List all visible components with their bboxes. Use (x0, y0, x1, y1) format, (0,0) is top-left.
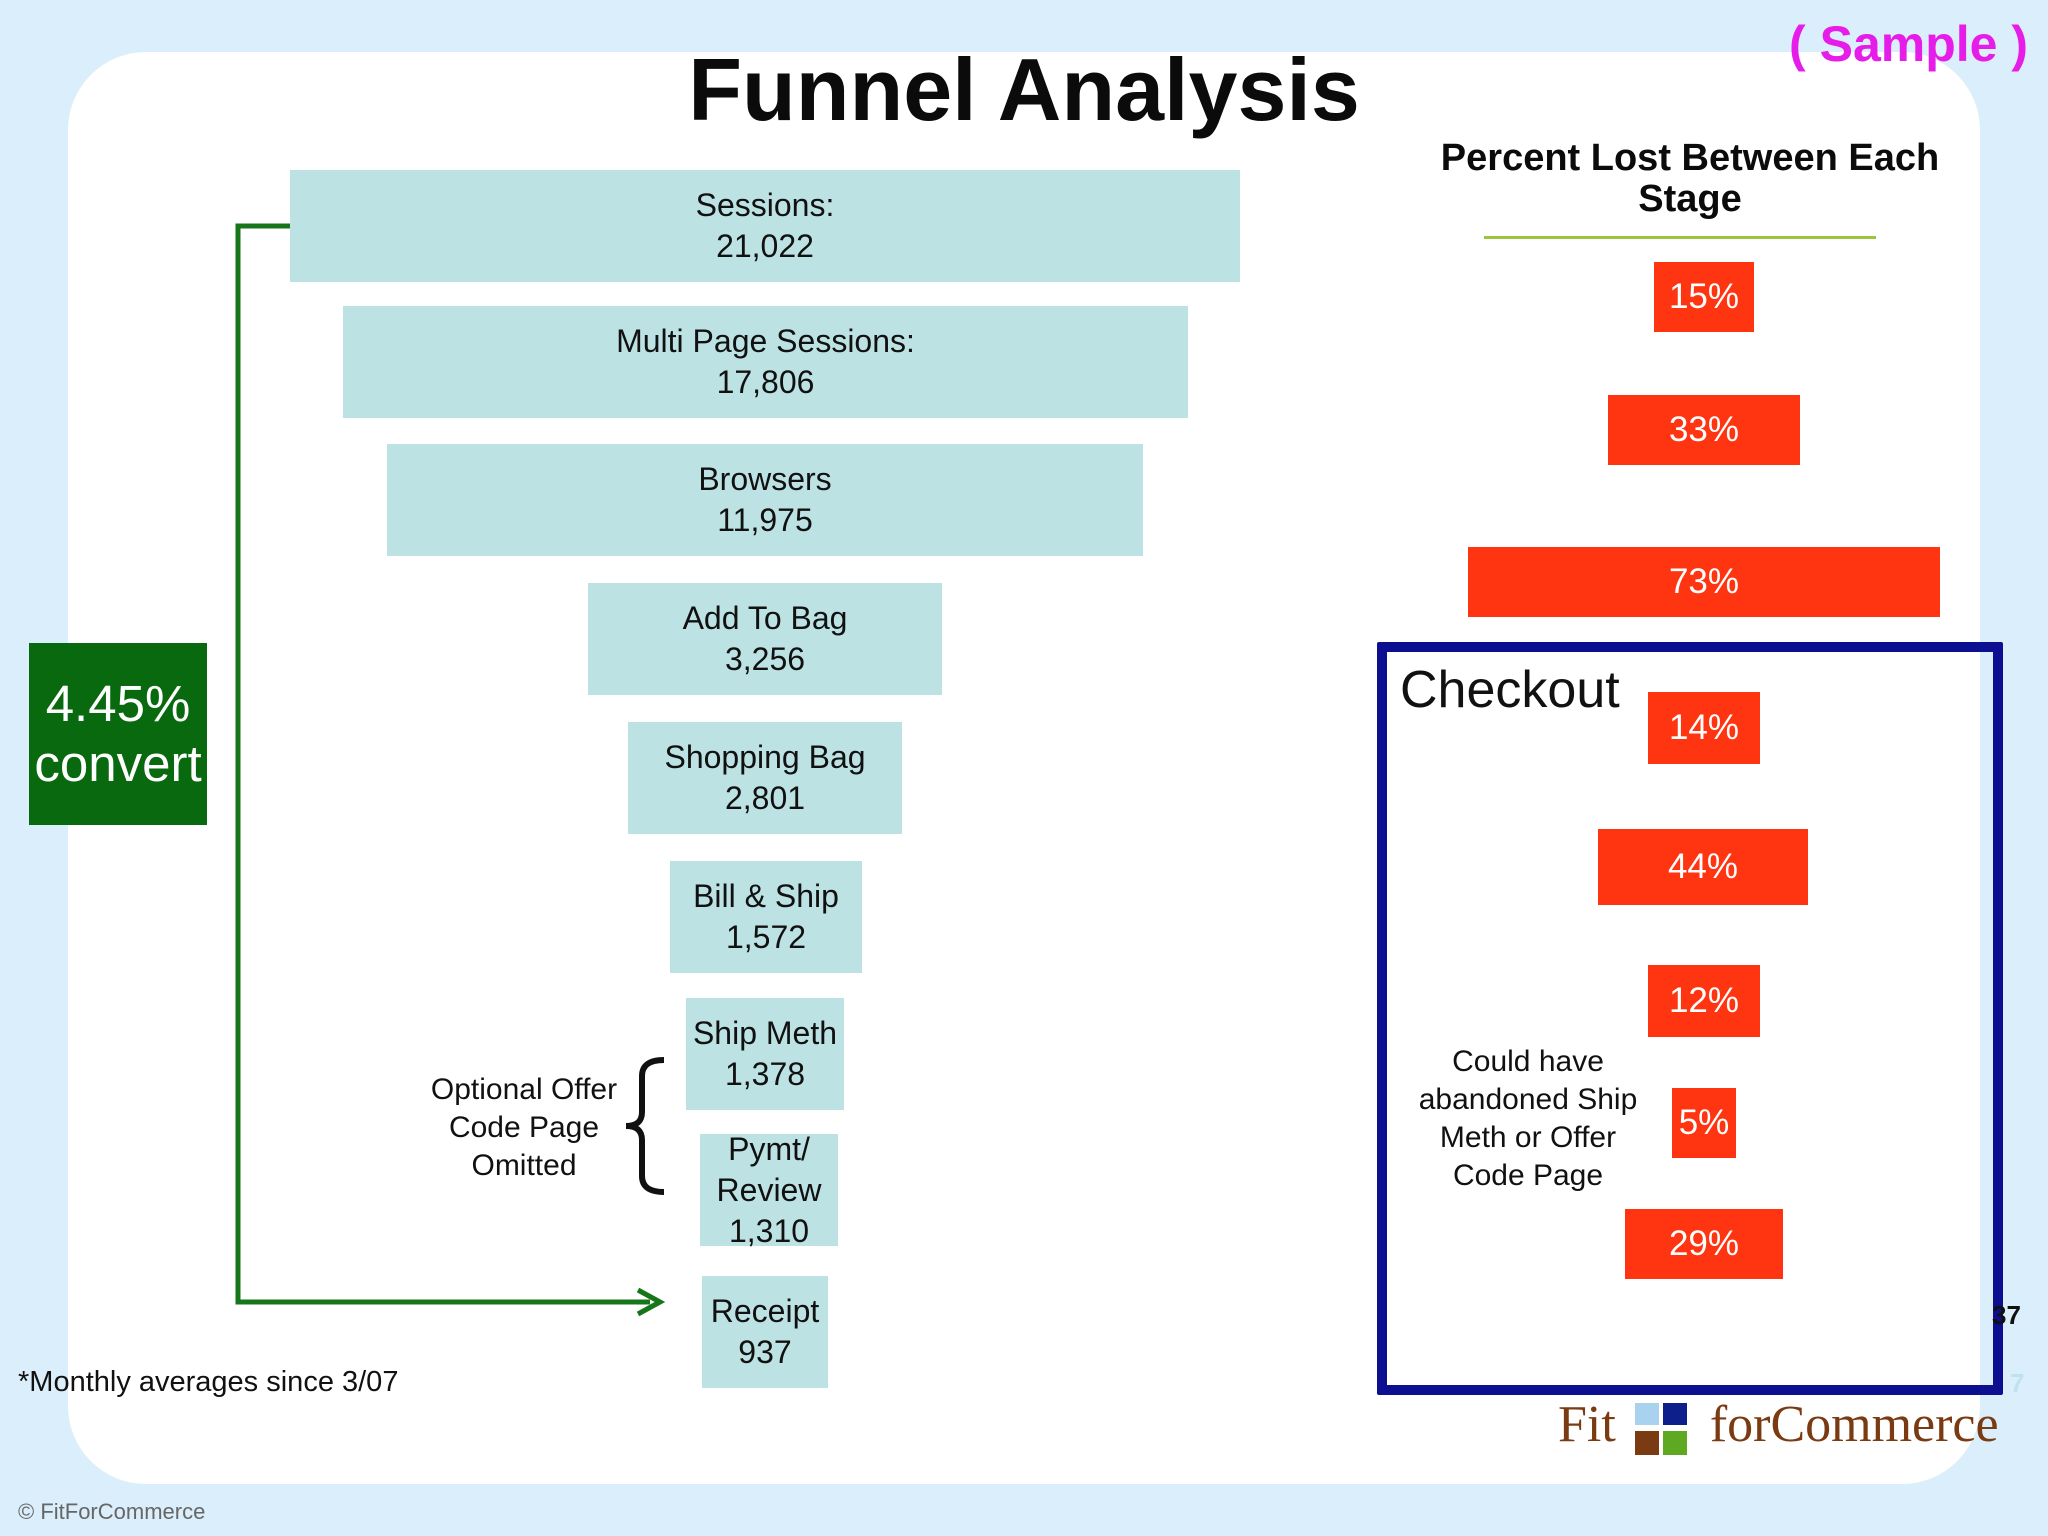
stage-value: 11,975 (717, 502, 813, 538)
footnote: *Monthly averages since 3/07 (18, 1366, 399, 1398)
conversion-arrow-line (235, 223, 650, 1305)
logo-text-left: Fit (1558, 1396, 1616, 1453)
funnel-stage-shopping-bag: Shopping Bag 2,801 (628, 722, 902, 834)
funnel-stage-ship-meth: Ship Meth 1,378 (686, 998, 844, 1110)
logo-squares-icon (1634, 1403, 1687, 1455)
stage-value: 1,310 (728, 1212, 810, 1249)
percent-lost-6: 12% (1648, 965, 1760, 1037)
conversion-label: convert (34, 735, 202, 792)
ghost-text-b: 7 (2010, 1368, 2025, 1398)
optional-offer-note: Optional Offer Code Page Omitted (430, 1073, 618, 1182)
funnel-stage-add-to-bag: Add To Bag 3,256 (588, 583, 942, 695)
percent-lost-3: 73% (1468, 547, 1940, 617)
stage-label: Sessions: (695, 187, 835, 223)
copyright: © FitForCommerce (18, 1499, 206, 1524)
stage-label: Pymt/Review (716, 1130, 822, 1208)
stage-value: 1,572 (725, 919, 807, 955)
percent-lost-1: 15% (1654, 262, 1754, 332)
funnel-stage-browsers: Browsers 11,975 (387, 444, 1143, 556)
stage-value: 21,022 (716, 228, 814, 264)
stage-value: 3,256 (724, 641, 806, 677)
stage-label: Bill & Ship (693, 878, 839, 914)
funnel-stage-multi-page-sessions: Multi Page Sessions: 17,806 (343, 306, 1188, 418)
percent-lost-7: 5% (1672, 1088, 1736, 1158)
funnel-stage-sessions: Sessions: 21,022 (290, 170, 1240, 282)
brace-icon (625, 1057, 665, 1195)
stage-label: Shopping Bag (664, 739, 866, 775)
conversion-value: 4.45% (45, 675, 191, 732)
percent-lost-2: 33% (1608, 395, 1800, 465)
percent-lost-divider (1484, 236, 1876, 239)
funnel-stage-pymt-review: Pymt/Review 1,310 (700, 1131, 838, 1249)
stage-value: 1,378 (724, 1056, 806, 1092)
stage-label: Browsers (698, 461, 832, 497)
abandon-note: Could have abandoned Ship Meth or Offer … (1418, 1045, 1638, 1192)
company-logo: Fit forCommerce (1558, 1395, 1999, 1467)
page-title: Funnel Analysis (688, 40, 1360, 139)
percent-lost-8: 29% (1625, 1209, 1783, 1279)
stage-label: Ship Meth (692, 1015, 838, 1051)
stage-label: Receipt (710, 1293, 820, 1329)
percent-lost-title: Percent Lost Between Each Stage (1440, 137, 1940, 220)
checkout-label: Checkout (1400, 661, 1620, 719)
percent-lost-4: 14% (1648, 692, 1760, 764)
funnel-stage-bill-ship: Bill & Ship 1,572 (670, 861, 862, 973)
conversion-badge: 4.45% convert (29, 643, 207, 825)
stage-value: 17,806 (716, 364, 815, 400)
stage-value: 937 (738, 1334, 792, 1370)
sample-label: ( Sample ) (1789, 16, 2028, 72)
percent-lost-5: 44% (1598, 829, 1808, 905)
ghost-text-a: 37 (1992, 1300, 2021, 1330)
stage-label: Multi Page Sessions: (616, 323, 915, 359)
logo-text-right: forCommerce (1709, 1396, 1999, 1453)
stage-label: Add To Bag (682, 600, 848, 636)
stage-value: 2,801 (724, 780, 806, 816)
checkout-group-box (1377, 642, 2003, 1395)
conversion-arrow-head (636, 1287, 666, 1317)
funnel-stage-receipt: Receipt 937 (702, 1276, 828, 1388)
